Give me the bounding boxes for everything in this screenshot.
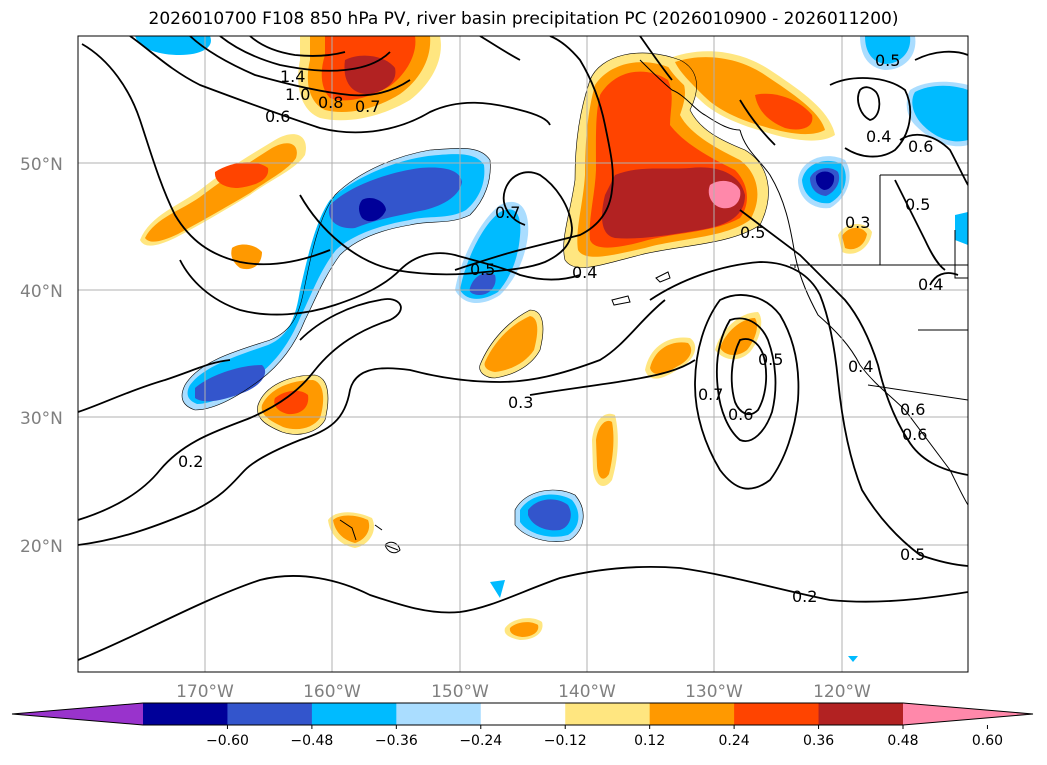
contour-label: 0.4: [866, 127, 891, 146]
colorbar-tick-label: 0.48: [887, 733, 918, 749]
colorbar-segment: [818, 703, 904, 725]
contour-label: 0.5: [740, 223, 765, 242]
colorbar-tick-label: −0.24: [459, 733, 502, 749]
colorbar-segment: [143, 703, 228, 725]
contour-label: 0.4: [572, 263, 597, 282]
colorbar-tick-label: 0.60: [972, 733, 1003, 749]
lon-label-130w: 130°W: [685, 682, 743, 702]
pv-contours: [78, 36, 968, 661]
contour-label: 1.4: [280, 67, 305, 86]
contour-label: 0.5: [900, 545, 925, 564]
contour-label: 0.6: [728, 405, 753, 424]
colorbar-segment: [311, 703, 397, 725]
contour-label: 0.2: [792, 587, 817, 606]
lat-label-50n: 50°N: [20, 155, 63, 175]
lon-label-150w: 150°W: [431, 682, 489, 702]
contour-label: 0.5: [758, 350, 783, 369]
lon-labels: 170°W 160°W 150°W 140°W 130°W 120°W: [176, 682, 871, 702]
contour-label: 0.6: [265, 107, 290, 126]
gridlines: [78, 36, 968, 672]
colorbar-tick-label: −0.12: [544, 733, 587, 749]
lat-label-30n: 30°N: [20, 409, 63, 429]
colorbar-tick-label: 0.12: [634, 733, 665, 749]
colorbar: −0.60 −0.48 −0.36 −0.24 −0.12 0.12 0.24 0.36 0.4…: [11, 702, 1034, 749]
colorbar-tick-label: 0.36: [803, 733, 834, 749]
contour-label: 0.6: [902, 425, 927, 444]
colorbar-extend-low: [12, 703, 143, 725]
contour-label: 0.8: [318, 93, 343, 112]
contour-label: 1.0: [285, 85, 310, 104]
coastlines: [339, 59, 968, 554]
colorbar-segment: [565, 703, 651, 725]
contour-label: 0.3: [508, 393, 533, 412]
lat-label-20n: 20°N: [20, 537, 63, 557]
precip-shading: [135, 36, 968, 662]
contour-label: 0.7: [495, 203, 520, 222]
colorbar-tick-label: −0.60: [206, 733, 249, 749]
lat-label-40n: 40°N: [20, 282, 63, 302]
colorbar-outline: [11, 702, 1034, 726]
colorbar-segment: [480, 703, 566, 725]
lon-label-170w: 170°W: [176, 682, 234, 702]
colorbar-extend-high: [903, 703, 1033, 725]
contour-label: 0.7: [355, 97, 380, 116]
contour-label: 0.5: [875, 51, 900, 70]
lon-label-140w: 140°W: [558, 682, 616, 702]
lon-label-120w: 120°W: [813, 682, 871, 702]
colorbar-tick-label: −0.36: [375, 733, 418, 749]
contour-label: 0.4: [918, 275, 943, 294]
contour-label: 0.5: [905, 195, 930, 214]
colorbar-tick-label: −0.48: [290, 733, 333, 749]
contour-label: 0.3: [845, 213, 870, 232]
contour-label: 0.2: [178, 452, 203, 471]
lon-label-160w: 160°W: [303, 682, 361, 702]
colorbar-segment: [227, 703, 313, 725]
colorbar-tick-label: 0.24: [719, 733, 750, 749]
contour-label: 0.6: [908, 137, 933, 156]
contour-label: 0.5: [470, 260, 495, 279]
plot-frame: [77, 35, 969, 673]
colorbar-segment: [396, 703, 482, 725]
contour-label: 0.7: [698, 385, 723, 404]
contour-label: 0.6: [900, 400, 925, 419]
plot-area: 1.4 1.0 0.8 0.7 0.6 0.7 0.5 0.4 0.3 0.2 …: [78, 36, 968, 672]
lat-labels: 50°N 40°N 30°N 20°N: [20, 155, 63, 557]
colorbar-segment: [734, 703, 820, 725]
contour-label: 0.4: [848, 357, 873, 376]
colorbar-segment: [649, 703, 735, 725]
contour-labels: 1.4 1.0 0.8 0.7 0.6 0.7 0.5 0.4 0.3 0.2 …: [178, 51, 943, 606]
map-title: 2026010700 F108 850 hPa PV, river basin …: [148, 9, 899, 29]
